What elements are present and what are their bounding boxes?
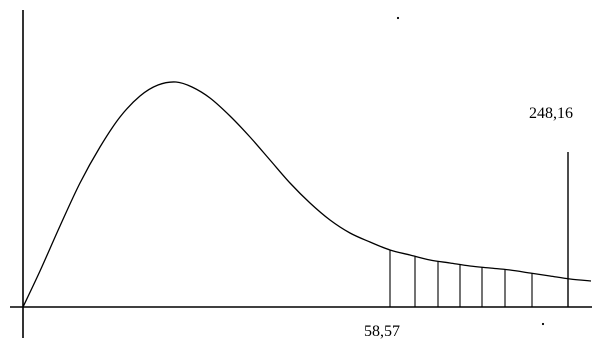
shaded-tail-region [414,256,533,307]
upper-marker-label: 248,16 [529,105,573,122]
scan-speck [541,322,545,326]
scan-speck [396,16,400,20]
shade-start-label: 58,57 [364,323,400,340]
density-curve [22,81,592,308]
